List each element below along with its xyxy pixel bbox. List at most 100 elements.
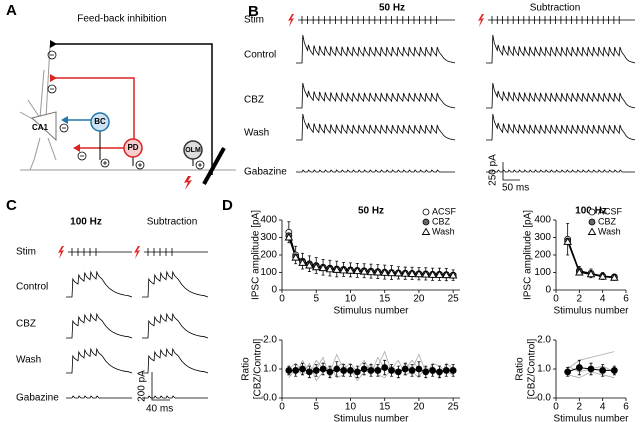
marker [353, 266, 362, 275]
panel-label: B [248, 3, 259, 20]
x-tick-label: 2 [577, 294, 583, 305]
legend-marker [588, 218, 596, 226]
marker [366, 267, 376, 276]
input-line [99, 131, 194, 166]
trace [296, 34, 456, 64]
x-tick-label: 10 [345, 294, 357, 305]
marker [285, 367, 293, 374]
y-tick-label: 200 [260, 250, 277, 261]
x-tick-label: 0 [553, 402, 559, 413]
trace [66, 270, 133, 298]
dendrites [19, 44, 57, 171]
sign-markers [47, 50, 205, 170]
marker [299, 365, 306, 373]
marker [575, 364, 583, 371]
scale-label: 40 ms [146, 404, 173, 415]
marker [429, 367, 437, 374]
marker [415, 365, 423, 373]
legend-label: ACSF [598, 206, 623, 216]
x-tick-label: 10 [345, 402, 357, 413]
panel-label: A [6, 2, 17, 19]
y-tick-label: 0.0 [263, 393, 277, 404]
x-tick-label: 5 [313, 402, 319, 413]
y-tick-label: 1.0 [263, 364, 277, 375]
marker [319, 365, 327, 373]
panel-label: D [222, 197, 233, 214]
marker [381, 364, 389, 371]
y-tick-label: 0 [545, 285, 551, 296]
x-tick-label: 0 [279, 402, 285, 413]
marker [333, 365, 341, 373]
stim-icon [478, 14, 484, 27]
olm-axon [54, 43, 213, 175]
x-tick-label: 20 [413, 402, 425, 413]
marker [367, 367, 375, 374]
row-label: CBZ [16, 319, 36, 330]
y-axis-label: Ratio [241, 357, 252, 381]
column-title: Subtraction [147, 217, 198, 228]
trace [486, 82, 636, 109]
cell-bc [90, 112, 110, 132]
legend-marker [421, 227, 431, 235]
column-title: 100 Hz [70, 217, 102, 228]
electrode [202, 147, 226, 185]
marker [326, 368, 334, 376]
marker [359, 267, 369, 275]
legend-label: Wash [598, 226, 621, 236]
cell-olm [183, 140, 203, 160]
marker [284, 233, 294, 241]
marker [442, 367, 450, 374]
row-label: Control [16, 282, 48, 293]
marker [394, 268, 403, 277]
trace [486, 169, 635, 173]
y-tick-label: 400 [534, 215, 551, 226]
x-tick-label: 15 [379, 402, 391, 413]
marker [353, 368, 361, 376]
y-axis-label: [CBZ/Control] [527, 338, 538, 399]
y-tick-label: 400 [260, 215, 277, 226]
x-tick-label: 4 [600, 294, 606, 305]
x-tick-label: 0 [553, 294, 559, 305]
marker [311, 262, 321, 271]
x-tick-label: 4 [600, 402, 606, 413]
y-tick-label: 100 [534, 267, 551, 278]
marker [312, 367, 320, 374]
stim-icon [288, 14, 294, 27]
marker [401, 365, 409, 373]
x-tick-label: 6 [623, 402, 629, 413]
marker [436, 368, 443, 376]
scale-bar [151, 372, 170, 401]
marker [380, 268, 389, 276]
x-tick-label: 25 [448, 402, 460, 413]
marker [598, 272, 607, 280]
marker [347, 367, 354, 374]
pyramidal-soma [30, 111, 57, 142]
stim-train [68, 248, 132, 256]
y-tick-label: 2.0 [263, 335, 277, 346]
marker [318, 263, 328, 272]
row-label: Gabazine [244, 167, 287, 178]
legend-marker [422, 208, 430, 216]
y-tick-label: 300 [260, 232, 277, 243]
marker [586, 269, 596, 278]
trace [66, 312, 133, 339]
row-label: Gabazine [16, 393, 59, 404]
synapse [50, 40, 57, 48]
row-label: Wash [244, 128, 269, 139]
marker [298, 258, 307, 266]
y-tick-label: 200 [534, 250, 551, 261]
marker [408, 367, 416, 374]
legend-label: CBZ [432, 216, 451, 226]
x-tick-label: 0 [279, 294, 285, 305]
scale-bar [502, 162, 520, 181]
marker [449, 367, 457, 374]
row-label: Stim [244, 15, 264, 26]
legend-marker [588, 208, 596, 216]
marker [599, 367, 607, 374]
x-axis-label: Stimulus number [553, 414, 629, 422]
marker [428, 270, 437, 278]
scale-label: 200 pA [137, 370, 148, 402]
marker [435, 270, 444, 278]
cell-pd [123, 138, 143, 158]
